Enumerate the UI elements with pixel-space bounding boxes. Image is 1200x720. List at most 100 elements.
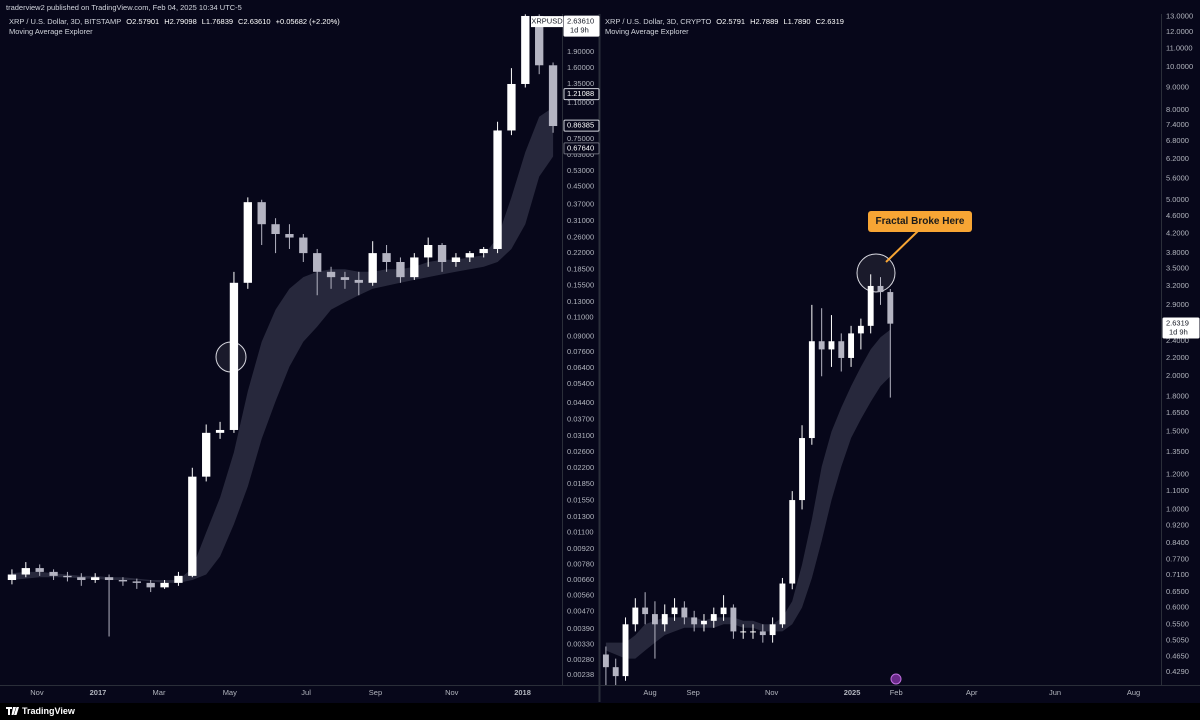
candle-body [818,341,825,350]
y-tick-label: 0.00780 [567,559,594,568]
countdown: 1d 9h [1169,327,1188,336]
quote-value: C2.63610 [238,17,271,26]
y-tick-label: 1.6500 [1166,408,1189,417]
candle-body [622,624,629,677]
y-tick-label: 3.8000 [1166,248,1189,257]
y-tick-label: 0.11000 [567,313,594,322]
x-tick-label: Nov [765,688,779,697]
y-tick-label: 0.6000 [1166,603,1189,612]
candle-body [602,654,609,668]
candle-body [671,607,678,615]
candle-body [642,607,649,615]
candle-body [340,277,350,280]
candle-body [779,583,786,625]
y-tick-label: 0.4290 [1166,667,1189,676]
callout-text: Fractal Broke Here [876,216,965,227]
y-tick-label: 0.37000 [567,200,594,209]
y-tick-label: 2.4000 [1166,336,1189,345]
candle-body [382,253,391,262]
price-marker-label: 0.67640 [567,143,594,152]
y-tick-label: 0.45000 [567,181,594,190]
candle-body [63,575,72,578]
candle-body [77,577,86,581]
candle-body [188,476,197,576]
candle-body [720,607,727,615]
candle-body [132,581,141,583]
y-tick-label: 0.00238 [567,670,594,679]
candle-body [759,631,766,636]
symbol-title: XRP / U.S. Dollar, 3D, BITSTAMP O2.57901 H… [9,17,340,26]
candle-body [887,292,894,324]
symbol-tag: XRPUSD [531,17,563,26]
y-tick-label: 0.15500 [567,281,594,290]
candle-body [661,614,668,625]
y-tick-label: 1.5000 [1166,427,1189,436]
y-tick-label: 0.53000 [567,166,594,175]
price-marker-label: 2.63610 [567,17,594,26]
y-tick-label: 0.00390 [567,624,594,633]
y-tick-label: 1.0000 [1166,504,1189,513]
y-tick-label: 0.04400 [567,398,594,407]
y-tick-label: 0.00660 [567,575,594,584]
candle-body [271,224,280,235]
candle-body [313,253,322,272]
y-tick-label: 6.8000 [1166,136,1189,145]
footer-brand: TradingView [22,706,76,716]
y-tick-label: 0.01300 [567,512,594,521]
candle-body [789,500,796,584]
y-tick-label: 3.2000 [1166,281,1189,290]
callout-box [868,211,972,232]
y-tick-label: 1.3500 [1166,447,1189,456]
candle-body [424,245,433,258]
x-tick-label: Sep [369,688,382,697]
candle-body [257,202,266,225]
candle-body [146,582,155,588]
y-tick-label: 0.01100 [567,527,594,536]
candle-body [730,607,737,632]
candle-body [681,607,688,618]
candle-body [691,617,698,625]
y-tick-label: 4.6000 [1166,211,1189,220]
candle-body [243,202,252,283]
candle-body [326,271,336,278]
candle-body [521,15,530,84]
x-tick-label: Jun [1049,688,1061,697]
plot-area [7,14,558,637]
candle-body [828,341,835,350]
price-marker [563,119,600,132]
candle-body [437,245,447,262]
candle-body [548,65,558,127]
y-tick-label: 0.00470 [567,607,594,616]
y-tick-label: 5.0000 [1166,195,1189,204]
candle-body [632,607,639,625]
y-tick-label: 10.0000 [1166,62,1193,71]
x-tick-label: May [223,688,237,697]
x-tick-label: 2018 [514,688,531,697]
y-tick-label: 0.06400 [567,363,594,372]
y-tick-label: 0.5050 [1166,636,1189,645]
symbol-tag-box [531,16,563,28]
highlight-circle [856,253,896,293]
candle-body [651,614,658,625]
candle-body [91,577,100,581]
plot-area [602,274,894,685]
candle-body [857,325,864,334]
candle-body [808,341,815,439]
quote-value: +0.05682 (+2.20%) [276,17,341,26]
candle-body [21,568,30,575]
y-tick-label: 0.9200 [1166,520,1189,529]
moving-average-band [11,107,554,583]
y-tick-label: 1.10000 [567,98,594,107]
countdown: 1d 9h [570,26,589,35]
candle-body [848,333,855,358]
candle-body [740,631,747,633]
candle-body [215,429,225,433]
y-tick-label: 1.2000 [1166,469,1189,478]
candle-body [410,257,419,278]
y-tick-label: 0.02200 [567,463,594,472]
x-tick-label: Mar [153,688,166,697]
y-tick-label: 9.0000 [1166,82,1189,91]
quote-value: L1.7890 [783,17,810,26]
price-marker [563,142,600,155]
